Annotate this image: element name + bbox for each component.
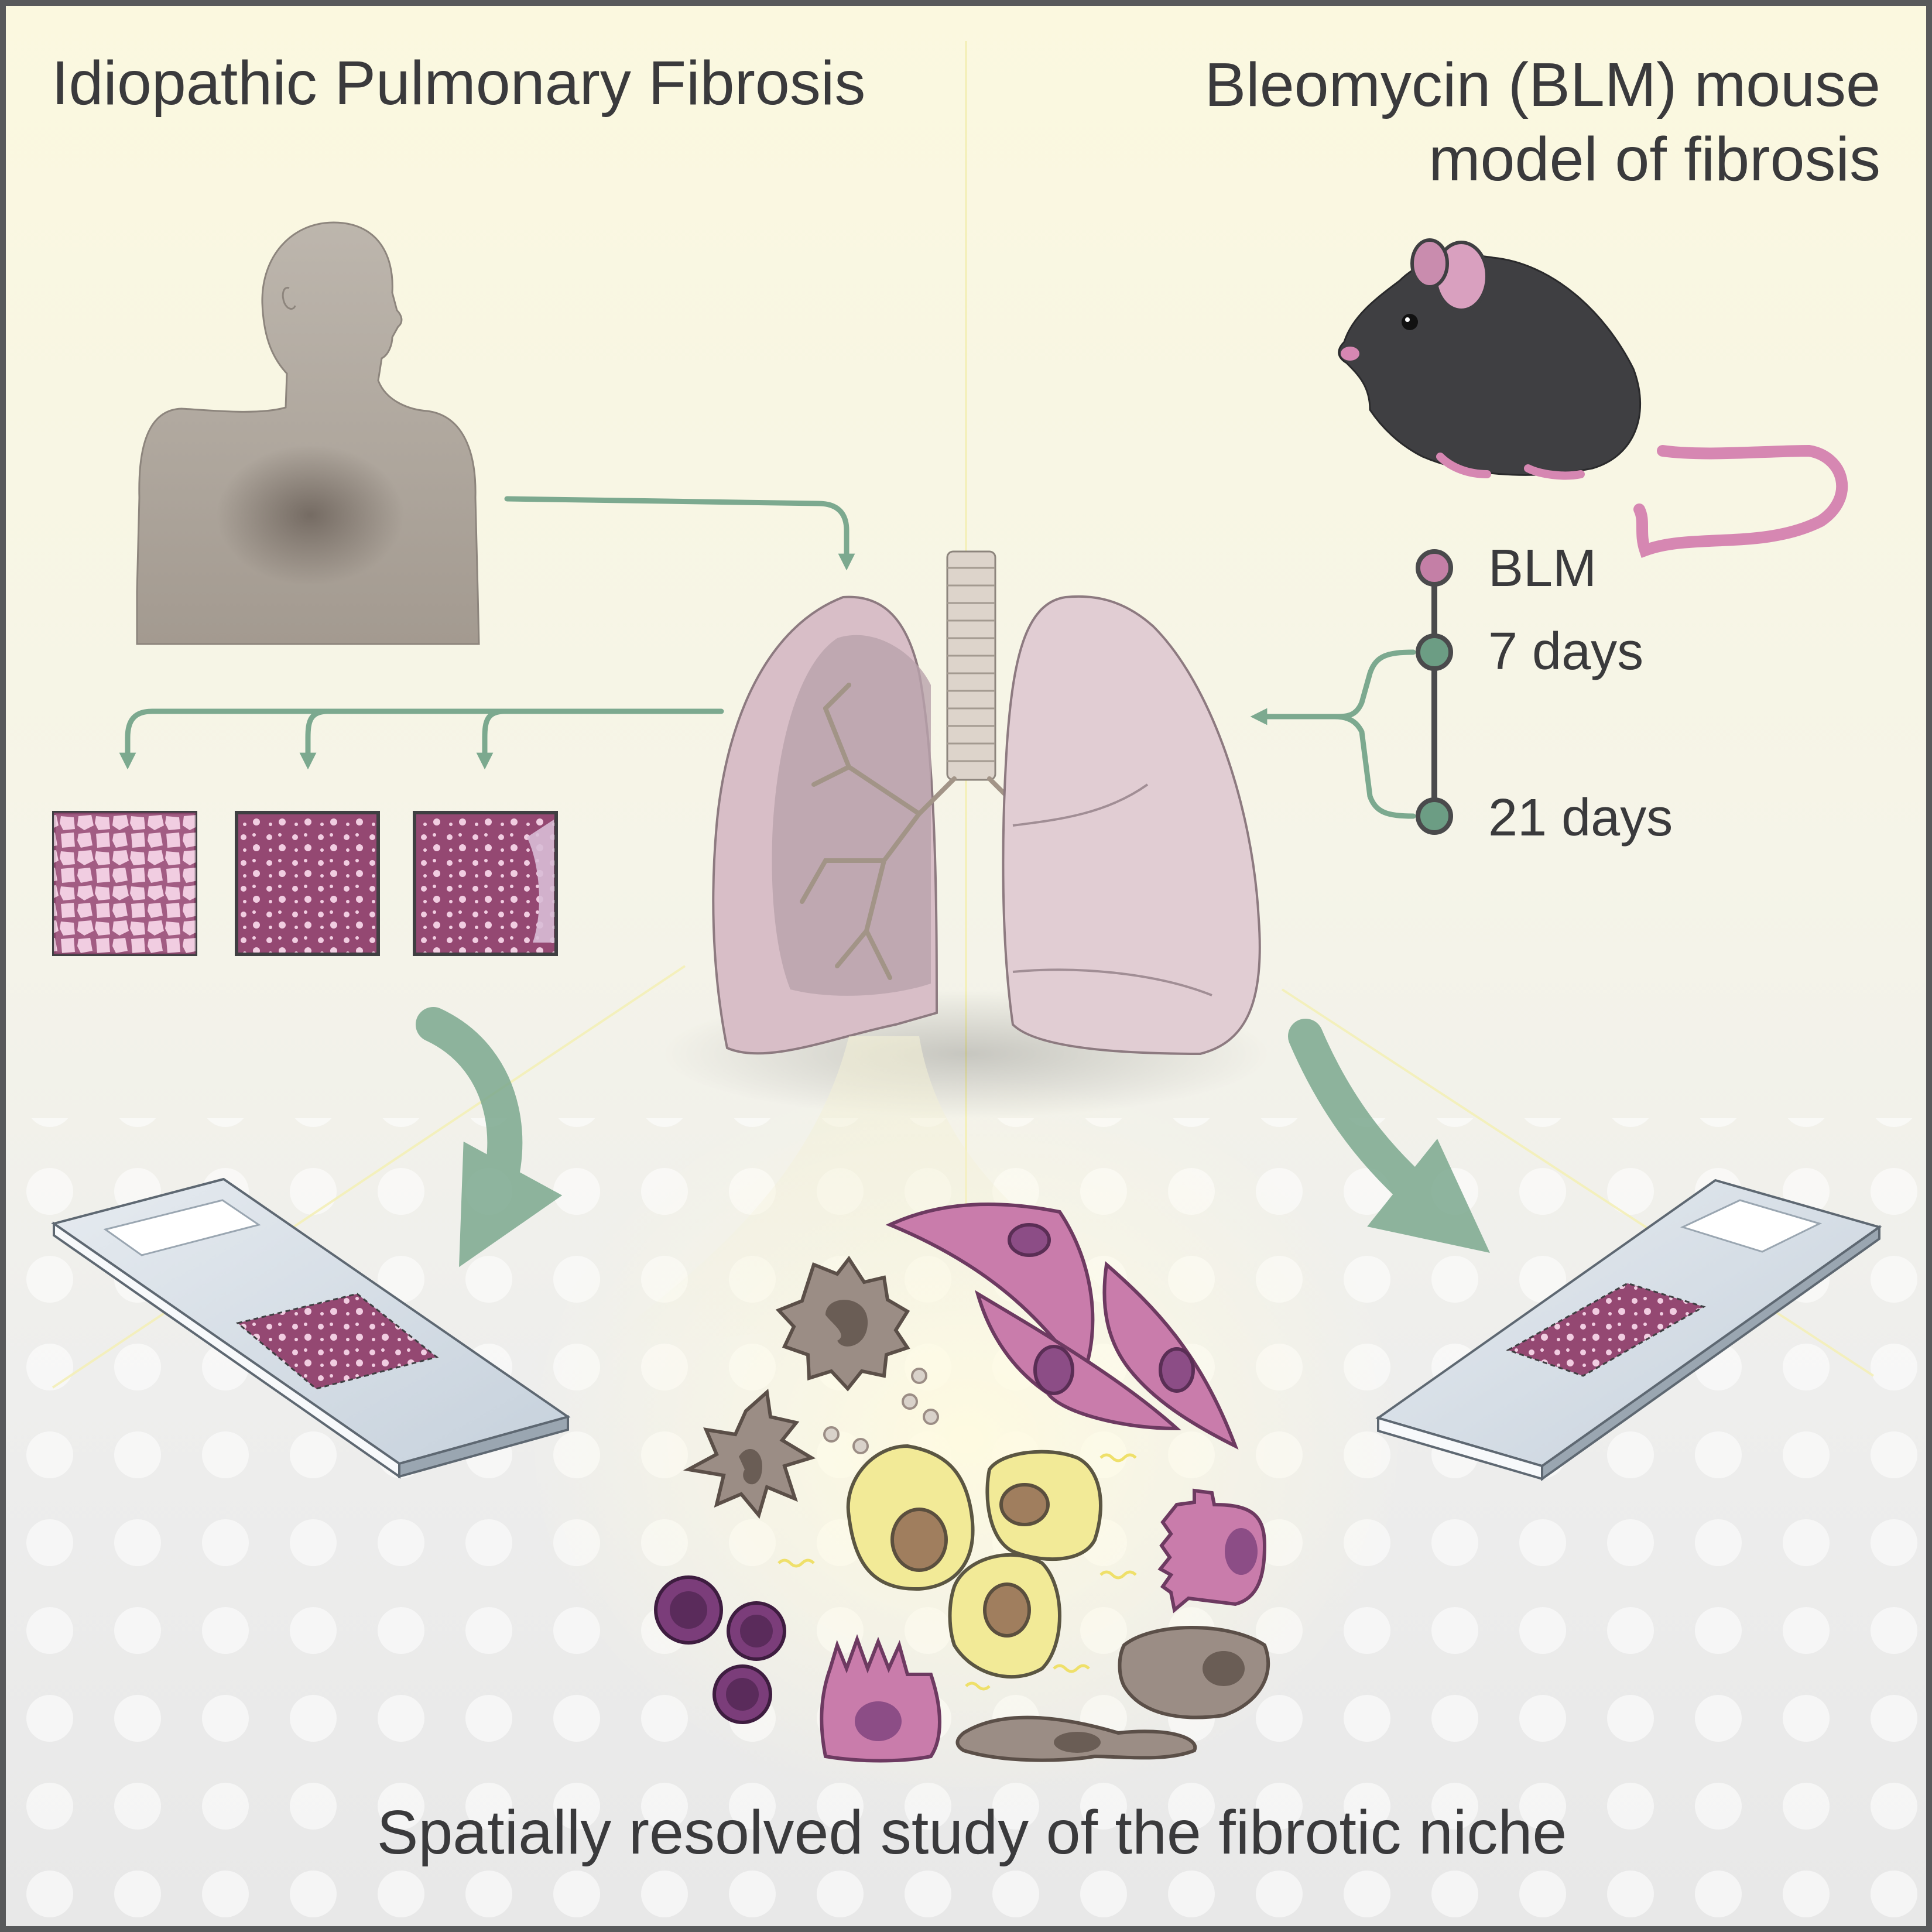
mouse-icon xyxy=(1338,238,1848,559)
mesenchymal-cell xyxy=(1118,1626,1270,1719)
title-right-line-1: Bleomycin (BLM) mouse xyxy=(1204,50,1880,119)
ciliated-cell xyxy=(1157,1488,1267,1614)
title-bleomycin-mouse-model: Bleomycin (BLM) mouse model of fibrosis xyxy=(1204,48,1880,197)
arrow-to-left-slide xyxy=(416,1007,563,1268)
timeline xyxy=(1250,549,1453,835)
arrow-human-to-lungs xyxy=(504,496,855,571)
timeline-21days-dot xyxy=(1416,797,1453,835)
timeline-label-7-days: 7 days xyxy=(1488,622,1644,681)
fibroblast-cell xyxy=(975,1290,1181,1431)
ciliated-cell xyxy=(820,1634,941,1763)
cell-cluster-icon xyxy=(654,1203,1270,1763)
title-idiopathic-pulmonary-fibrosis: Idiopathic Pulmonary Fibrosis xyxy=(52,49,866,118)
tissue-section-icon xyxy=(52,811,558,956)
timeline-7days-dot xyxy=(1416,633,1453,671)
illustration xyxy=(6,6,1926,1926)
timeline-blm-dot xyxy=(1416,549,1453,587)
lungs-icon xyxy=(662,550,1270,1118)
timeline-label-blm: BLM xyxy=(1488,539,1597,598)
arrow-to-right-slide xyxy=(1288,1019,1490,1253)
arrow-to-tissue-sections xyxy=(119,708,724,770)
timeline-label-21-days: 21 days xyxy=(1488,789,1673,847)
microscope-slide-icon xyxy=(1375,1179,1882,1481)
lung-beam xyxy=(591,1036,1107,1352)
title-right-line-2: model of fibrosis xyxy=(1429,125,1880,194)
microscope-slide-icon xyxy=(51,1177,571,1479)
human-silhouette-icon xyxy=(136,221,480,645)
lymphocyte-cell xyxy=(654,1575,786,1724)
caption-spatially-resolved-study: Spatially resolved study of the fibrotic… xyxy=(376,1798,1567,1867)
